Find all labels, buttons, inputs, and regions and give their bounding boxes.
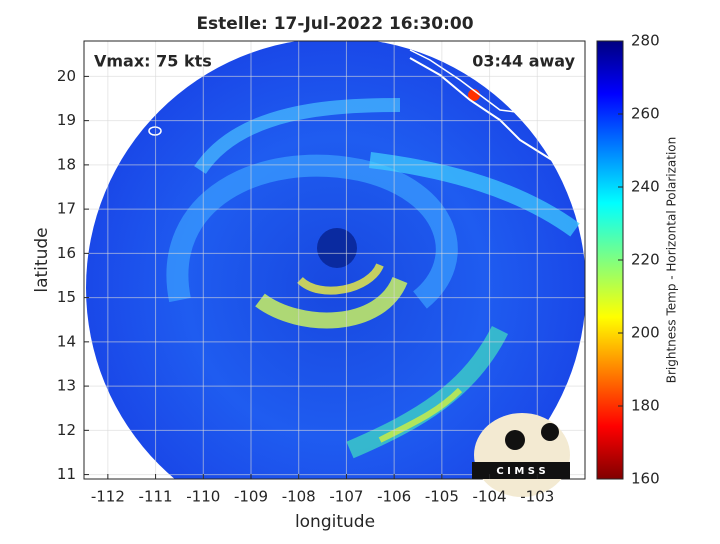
logo: C I M S S — [472, 413, 570, 497]
x-tick-label: -112 — [91, 488, 125, 506]
chart-title: Estelle: 17-Jul-2022 16:30:00 — [196, 14, 473, 34]
y-tick-label: 12 — [57, 421, 76, 439]
colorbar-tick-label: 260 — [631, 105, 660, 123]
y-tick-label: 15 — [57, 288, 76, 306]
y-tick-label: 14 — [57, 332, 76, 350]
y-tick-label: 20 — [57, 67, 76, 85]
x-tick-label: -105 — [425, 488, 459, 506]
x-tick-label: -107 — [329, 488, 363, 506]
plot-frame — [83, 40, 586, 480]
colorbar-label: Brightness Temp - Horizontal Polarizatio… — [665, 137, 679, 384]
x-tick-label: -109 — [234, 488, 268, 506]
x-axis-label: longitude — [295, 512, 375, 532]
colorbar-tick-label: 240 — [631, 178, 660, 196]
satellite-image — [86, 41, 585, 479]
y-tick-label: 19 — [57, 111, 76, 129]
y-tick-label: 16 — [57, 244, 76, 262]
y-tick-label: 11 — [57, 465, 76, 483]
y-tick-label: 13 — [57, 377, 76, 395]
colorbar-tick-label: 200 — [631, 324, 660, 342]
x-tick-label: -108 — [282, 488, 316, 506]
x-tick-label: -111 — [139, 488, 173, 506]
logo-text: C I M S S — [496, 466, 545, 477]
x-tick-label: -104 — [473, 488, 507, 506]
y-tick-label: 18 — [57, 155, 76, 173]
y-tick-label: 17 — [57, 200, 76, 218]
x-tick-label: -106 — [377, 488, 411, 506]
x-tick-label: -110 — [186, 488, 220, 506]
colorbar-tick-label: 160 — [631, 470, 660, 488]
x-tick-label: -103 — [520, 488, 554, 506]
annotation: Vmax: 75 kts — [94, 52, 212, 71]
annotation: 03:44 away — [472, 52, 575, 71]
colorbar-tick-label: 220 — [631, 251, 660, 269]
colorbar-tick-label: 180 — [631, 397, 660, 415]
y-axis-label: latitude — [32, 227, 52, 292]
colorbar-tick-label: 280 — [631, 32, 660, 50]
